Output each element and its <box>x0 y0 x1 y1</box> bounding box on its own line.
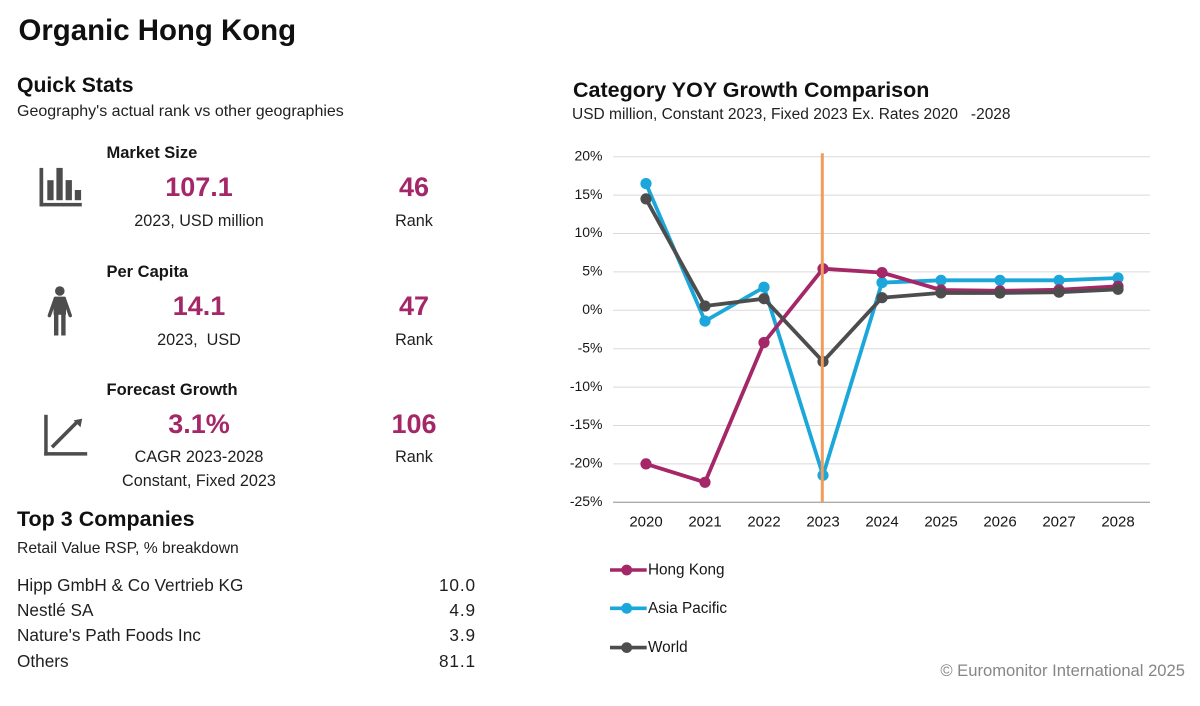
svg-text:2023: 2023 <box>806 514 839 531</box>
svg-text:Asia Pacific: Asia Pacific <box>648 600 727 617</box>
svg-text:2026: 2026 <box>983 514 1016 531</box>
svg-text:2025: 2025 <box>924 514 957 531</box>
svg-text:-25%: -25% <box>570 493 603 509</box>
svg-text:-20%: -20% <box>570 455 603 471</box>
svg-text:2020: 2020 <box>629 514 662 531</box>
svg-text:-10%: -10% <box>570 378 603 394</box>
svg-text:-15%: -15% <box>570 416 603 432</box>
svg-text:0%: 0% <box>582 301 602 317</box>
svg-text:2024: 2024 <box>865 514 898 531</box>
svg-text:-5%: -5% <box>578 339 603 355</box>
svg-text:15%: 15% <box>574 186 602 202</box>
svg-text:2028: 2028 <box>1101 514 1134 531</box>
svg-text:2021: 2021 <box>688 514 721 531</box>
svg-text:2027: 2027 <box>1042 514 1075 531</box>
svg-text:2022: 2022 <box>747 514 780 531</box>
svg-text:World: World <box>648 639 688 656</box>
svg-text:20%: 20% <box>574 147 602 163</box>
svg-text:5%: 5% <box>582 263 602 279</box>
svg-text:10%: 10% <box>574 224 602 240</box>
svg-text:Hong Kong: Hong Kong <box>648 562 725 579</box>
